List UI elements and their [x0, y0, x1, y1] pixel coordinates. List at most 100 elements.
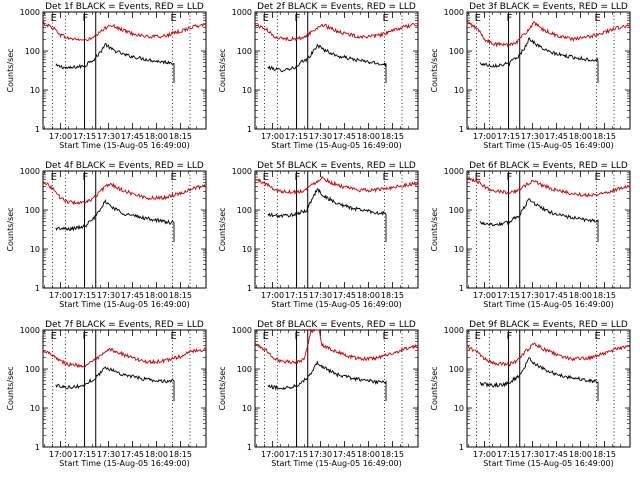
x-tick-label: 17:00: [261, 291, 284, 300]
y-tick-label: 1: [459, 443, 464, 452]
lld-series-line: [254, 23, 419, 42]
y-tick-label: 1: [247, 125, 252, 134]
y-tick-label: 100: [449, 206, 464, 215]
x-tick-label: 17:15: [285, 132, 308, 141]
x-tick-label: 18:00: [145, 291, 168, 300]
marker-label: E: [382, 172, 388, 183]
lld-series-line: [42, 180, 207, 206]
y-tick-label: 100: [237, 206, 252, 215]
x-tick-label: 17:45: [545, 450, 568, 459]
marker-label: E: [263, 331, 269, 342]
x-tick-label: 17:15: [73, 450, 96, 459]
y-tick-label: 10: [30, 404, 40, 413]
x-tick-label: 17:15: [497, 291, 520, 300]
y-axis-label: Counts/sec: [430, 366, 439, 410]
marker-label: F: [507, 13, 513, 24]
lld-series-line: [254, 328, 419, 365]
x-tick-label: 18:15: [593, 450, 616, 459]
chart-panel: Det 1f BLACK = Events, RED = LLD 1 10 100 10…: [6, 2, 207, 150]
marker-label: E: [475, 13, 481, 24]
x-tick-label: 18:15: [381, 132, 404, 141]
x-axis-label: Start Time (15-Aug-05 16:49:00): [483, 141, 614, 150]
y-tick-label: 1: [247, 284, 252, 293]
y-tick-label: 10: [454, 404, 464, 413]
y-tick-label: 1000: [444, 167, 464, 176]
y-tick-label: 1: [35, 443, 40, 452]
chart-title: Det 5f BLACK = Events, RED = LLD: [257, 161, 416, 171]
events-series-line: [479, 36, 599, 84]
chart-panel: Det 3f BLACK = Events, RED = LLD 1 10 100 10…: [430, 2, 631, 150]
y-tick-label: 1000: [20, 326, 40, 335]
marker-label: E: [382, 331, 388, 342]
x-tick-label: 18:00: [145, 132, 168, 141]
lld-series-line: [467, 177, 631, 198]
x-tick-label: 18:00: [357, 132, 380, 141]
y-tick-label: 10: [454, 86, 464, 95]
marker-label: E: [51, 13, 57, 24]
y-tick-label: 10: [30, 245, 40, 254]
x-tick-label: 17:15: [497, 450, 520, 459]
marker-label: E: [475, 331, 481, 342]
y-tick-label: 1: [247, 443, 252, 452]
lld-series-line: [466, 20, 631, 48]
y-tick-label: 1000: [232, 167, 252, 176]
marker-label: E: [594, 13, 600, 24]
x-axis-label: Start Time (15-Aug-05 16:49:00): [59, 141, 190, 150]
x-tick-label: 17:45: [545, 132, 568, 141]
x-tick-label: 18:00: [357, 291, 380, 300]
chart-title: Det 1f BLACK = Events, RED = LLD: [45, 2, 204, 12]
x-tick-label: 17:15: [285, 291, 308, 300]
marker-label: F: [295, 13, 301, 24]
marker-label: E: [263, 172, 269, 183]
marker-label: E: [170, 331, 176, 342]
marker-label: F: [295, 331, 301, 342]
y-tick-label: 1000: [20, 8, 40, 17]
y-axis-label: Counts/sec: [6, 207, 15, 251]
y-tick-label: 10: [242, 404, 252, 413]
marker-label: E: [263, 13, 269, 24]
x-tick-label: 17:15: [497, 132, 520, 141]
y-tick-label: 100: [25, 47, 40, 56]
x-tick-label: 18:15: [593, 132, 616, 141]
x-tick-label: 17:00: [49, 132, 72, 141]
x-tick-label: 17:45: [545, 291, 568, 300]
x-tick-label: 18:00: [357, 450, 380, 459]
y-axis-label: Counts/sec: [430, 48, 439, 92]
y-tick-label: 1000: [232, 8, 252, 17]
y-tick-label: 10: [30, 86, 40, 95]
y-tick-label: 1: [459, 284, 464, 293]
x-axis-label: Start Time (15-Aug-05 16:49:00): [59, 300, 190, 309]
marker-label: E: [475, 172, 481, 183]
events-series-line: [55, 42, 175, 84]
y-tick-label: 1: [35, 284, 40, 293]
marker-label: F: [507, 172, 513, 183]
x-tick-label: 17:45: [333, 450, 356, 459]
x-tick-label: 17:30: [97, 450, 120, 459]
y-tick-label: 10: [242, 86, 252, 95]
x-tick-label: 18:15: [169, 132, 192, 141]
y-tick-label: 10: [454, 245, 464, 254]
x-axis-label: Start Time (15-Aug-05 16:49:00): [483, 300, 614, 309]
x-tick-label: 18:15: [381, 291, 404, 300]
y-axis-label: Counts/sec: [218, 207, 227, 251]
plot-frame: [466, 170, 631, 289]
x-axis-label: Start Time (15-Aug-05 16:49:00): [271, 300, 402, 309]
chart-title: Det 9f BLACK = Events, RED = LLD: [469, 320, 628, 330]
x-tick-label: 18:15: [169, 291, 192, 300]
y-tick-label: 100: [449, 47, 464, 56]
chart-panel: Det 5f BLACK = Events, RED = LLD 1 10 100 10…: [218, 161, 419, 309]
y-tick-label: 1000: [444, 326, 464, 335]
x-tick-label: 17:00: [473, 291, 496, 300]
y-axis-label: Counts/sec: [6, 366, 15, 410]
marker-label: E: [51, 172, 57, 183]
plot-frame: [466, 329, 631, 448]
x-tick-label: 17:00: [49, 450, 72, 459]
y-tick-label: 100: [237, 365, 252, 374]
events-series-line: [55, 366, 175, 402]
x-tick-label: 18:15: [381, 450, 404, 459]
x-axis-label: Start Time (15-Aug-05 16:49:00): [271, 141, 402, 150]
lld-series-line: [254, 175, 418, 196]
y-axis-label: Counts/sec: [6, 48, 15, 92]
y-tick-label: 1000: [20, 167, 40, 176]
